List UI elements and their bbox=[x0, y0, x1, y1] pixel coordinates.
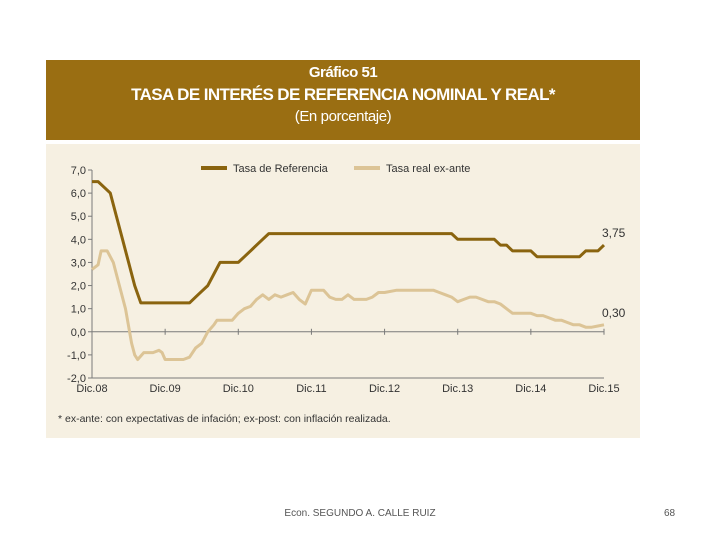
series-end-label: 3,75 bbox=[602, 226, 626, 240]
y-tick-label: 1,0 bbox=[71, 304, 86, 316]
y-tick-label: 4,0 bbox=[71, 234, 86, 246]
legend-label: Tasa real ex-ante bbox=[386, 163, 470, 175]
y-tick-label: 7,0 bbox=[71, 165, 86, 177]
x-tick-label: Dic.15 bbox=[588, 383, 619, 395]
chart-footnote: * ex-ante: con expectativas de infación;… bbox=[58, 413, 391, 425]
x-tick-label: Dic.14 bbox=[515, 383, 546, 395]
x-tick-label: Dic.10 bbox=[223, 383, 254, 395]
y-tick-label: 2,0 bbox=[71, 281, 86, 293]
x-tick-label: Dic.08 bbox=[76, 383, 107, 395]
x-tick-label: Dic.13 bbox=[442, 383, 473, 395]
y-tick-label: 3,0 bbox=[71, 257, 86, 269]
chart-number: Gráfico 51 bbox=[308, 64, 378, 81]
y-tick-label: 0,0 bbox=[71, 327, 86, 339]
y-tick-label: -1,0 bbox=[67, 350, 86, 362]
footer-author: Econ. SEGUNDO A. CALLE RUIZ bbox=[284, 508, 436, 519]
legend-label: Tasa de Referencia bbox=[233, 163, 329, 175]
y-tick-label: -2,0 bbox=[67, 373, 86, 385]
series-line-referencia bbox=[92, 180, 606, 305]
series-line-real bbox=[91, 249, 605, 361]
chart-panel: 7,0 6,0 5,0 4,0 3,0 2,0 1,0 0,0 -1,0 -2,0 Dic.08 Di… bbox=[46, 144, 640, 438]
x-tick-label: Dic.09 bbox=[150, 383, 181, 395]
x-tick-label: Dic.11 bbox=[296, 383, 326, 395]
chart-subtitle: (En porcentaje) bbox=[294, 108, 392, 125]
x-tick-label: Dic.12 bbox=[369, 383, 400, 395]
y-tick-label: 6,0 bbox=[71, 188, 86, 200]
chart-header: Gráfico 51 TASA DE INTERÉS DE REFERENCIA… bbox=[46, 60, 640, 140]
series-end-label: 0,30 bbox=[602, 306, 626, 320]
y-tick-label: 5,0 bbox=[71, 211, 86, 223]
chart-title: TASA DE INTERÉS DE REFERENCIA NOMINAL Y … bbox=[131, 85, 555, 104]
page-number: 68 bbox=[664, 508, 676, 519]
